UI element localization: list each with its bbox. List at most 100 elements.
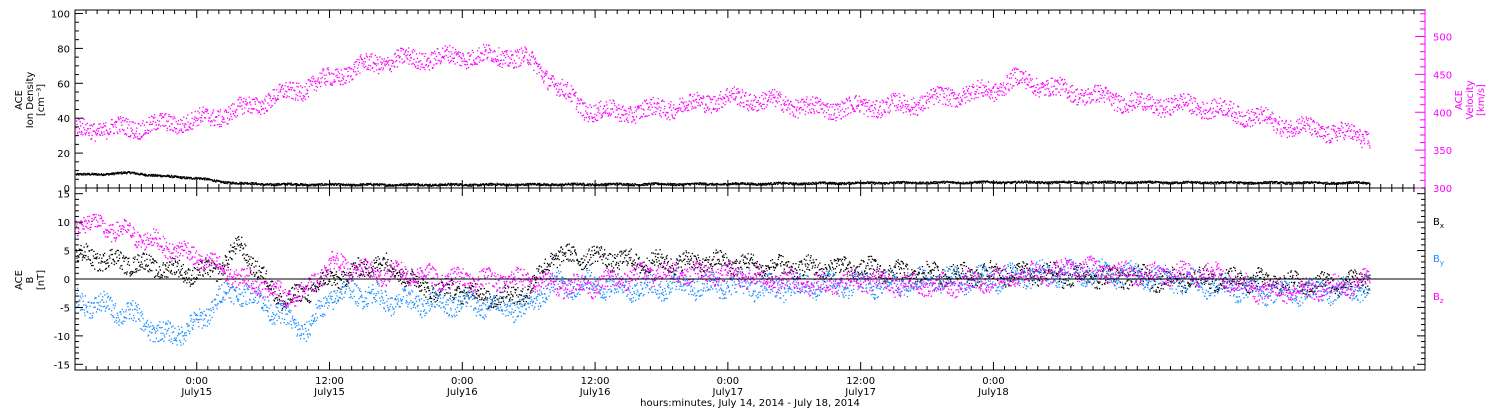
velocity-point: [498, 47, 500, 49]
velocity-point: [242, 113, 244, 115]
velocity-point: [356, 73, 358, 75]
density-point: [107, 173, 110, 175]
density-point: [523, 183, 525, 185]
velocity-point: [114, 122, 116, 124]
velocity-point: [759, 96, 761, 99]
velocity-point: [310, 80, 312, 82]
velocity-point: [985, 94, 987, 96]
velocity-point: [818, 111, 820, 114]
density-point: [1025, 182, 1027, 184]
velocity-point: [400, 47, 403, 49]
velocity-point: [980, 82, 982, 84]
velocity-point: [707, 106, 709, 108]
velocity-point: [154, 121, 157, 123]
velocity-point: [118, 117, 120, 119]
velocity-point: [620, 117, 622, 119]
velocity-point: [463, 58, 465, 60]
velocity-point: [291, 87, 293, 89]
velocity-point: [658, 113, 661, 115]
velocity-point: [931, 95, 933, 97]
density-point: [469, 185, 471, 187]
velocity-point: [496, 58, 499, 61]
velocity-point: [136, 127, 138, 129]
velocity-point: [660, 116, 662, 118]
velocity-point: [317, 79, 319, 81]
velocity-point: [338, 80, 340, 82]
density-point: [100, 174, 102, 176]
velocity-point: [764, 97, 766, 99]
density-point: [506, 185, 508, 187]
velocity-point: [827, 109, 829, 111]
density-point: [662, 183, 665, 185]
density-point: [345, 184, 347, 187]
density-point: [353, 183, 355, 185]
density-point: [78, 174, 80, 176]
velocity-point: [680, 107, 682, 109]
velocity-point: [859, 111, 861, 113]
velocity-point: [340, 69, 342, 71]
velocity-point: [556, 94, 558, 96]
velocity-point: [134, 135, 136, 137]
velocity-point: [854, 97, 856, 99]
velocity-point: [673, 104, 675, 106]
velocity-point: [216, 116, 218, 118]
velocity-point: [138, 138, 140, 140]
velocity-point: [149, 131, 151, 133]
density-point: [623, 183, 625, 185]
velocity-point: [119, 130, 121, 133]
velocity-point: [292, 82, 295, 84]
density-point: [463, 185, 465, 187]
density-point: [144, 174, 146, 176]
velocity-point: [693, 100, 695, 102]
velocity-point: [609, 99, 611, 101]
velocity-point: [346, 67, 348, 69]
velocity-point: [204, 117, 207, 119]
velocity-point: [656, 103, 658, 105]
velocity-point: [269, 97, 271, 100]
density-point: [81, 173, 83, 175]
density-point: [123, 172, 125, 174]
velocity-point: [272, 89, 274, 91]
density-point: [666, 183, 669, 185]
velocity-point: [841, 108, 843, 110]
velocity-point: [934, 90, 936, 92]
density-point: [1184, 182, 1186, 184]
velocity-point: [136, 136, 138, 138]
density-point: [530, 184, 532, 186]
density-point: [166, 175, 168, 178]
velocity-point: [890, 103, 892, 106]
velocity-point: [219, 126, 221, 128]
density-point: [670, 183, 673, 185]
velocity-point: [769, 101, 771, 103]
velocity-point: [576, 106, 578, 108]
velocity-point: [187, 121, 189, 123]
density-point: [269, 184, 271, 186]
velocity-point: [609, 114, 612, 117]
velocity-point: [508, 65, 510, 68]
density-point: [342, 183, 345, 185]
density-point: [124, 172, 126, 174]
velocity-point: [924, 107, 926, 109]
velocity-point: [878, 113, 880, 115]
density-point: [250, 183, 252, 185]
velocity-point: [563, 96, 566, 98]
density-point: [415, 184, 417, 186]
velocity-point: [353, 63, 355, 65]
velocity-point: [264, 100, 266, 102]
density-point: [367, 184, 369, 186]
velocity-point: [99, 134, 102, 137]
velocity-point: [710, 101, 712, 103]
velocity-point: [722, 102, 724, 104]
density-point: [544, 184, 546, 186]
velocity-point: [598, 102, 600, 104]
density-point: [485, 183, 487, 186]
velocity-point: [388, 64, 390, 66]
velocity-point: [696, 91, 698, 94]
velocity-point: [177, 120, 180, 122]
density-point: [508, 184, 510, 186]
velocity-point: [604, 105, 606, 107]
velocity-point: [987, 81, 990, 83]
velocity-point: [859, 101, 862, 103]
velocity-point: [80, 130, 83, 133]
velocity-point: [810, 99, 812, 101]
